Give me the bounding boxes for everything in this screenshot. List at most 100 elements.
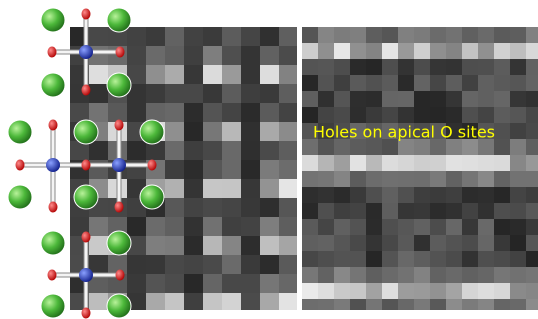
pixel: [526, 171, 538, 187]
green-atom: [140, 185, 164, 209]
pixel: [494, 219, 510, 235]
pixel: [366, 107, 382, 123]
pixel: [146, 274, 165, 293]
pixel: [222, 65, 241, 84]
pixel: [494, 187, 510, 203]
pixel: [184, 46, 203, 65]
oxygen-atom: [148, 160, 157, 171]
pixel: [302, 267, 318, 283]
pixel: [366, 43, 382, 59]
pixel: [526, 187, 538, 203]
pixel: [494, 171, 510, 187]
pixel: [510, 187, 526, 203]
pixel: [184, 65, 203, 84]
green-atom: [41, 8, 65, 32]
pixel: [260, 236, 279, 255]
pixel: [398, 283, 414, 299]
pixel: [510, 299, 526, 310]
pixel: [302, 283, 318, 299]
right-map: [302, 27, 538, 310]
pixel: [414, 107, 430, 123]
pixel: [414, 91, 430, 107]
pixel: [510, 267, 526, 283]
pixel: [318, 171, 334, 187]
pixel: [526, 251, 538, 267]
pixel: [494, 267, 510, 283]
pixel: [430, 75, 446, 91]
pixel: [430, 299, 446, 310]
pixel: [203, 236, 222, 255]
pixel: [398, 219, 414, 235]
pixel: [260, 217, 279, 236]
pixel: [462, 75, 478, 91]
pixel: [279, 84, 297, 103]
pixel: [146, 255, 165, 274]
pixel: [260, 179, 279, 198]
pixel: [184, 103, 203, 122]
pixel: [446, 251, 462, 267]
pixel: [430, 107, 446, 123]
pixel: [430, 235, 446, 251]
pixel: [350, 299, 366, 310]
pixel: [318, 59, 334, 75]
pixel: [260, 141, 279, 160]
pixel: [302, 251, 318, 267]
pixel: [494, 27, 510, 43]
pixel: [382, 107, 398, 123]
pixel: [334, 75, 350, 91]
oxygen-atom: [82, 160, 91, 171]
pixel: [279, 65, 297, 84]
pixel: [279, 46, 297, 65]
pixel: [526, 283, 538, 299]
pixel: [414, 75, 430, 91]
pixel: [241, 27, 260, 46]
pixel: [146, 46, 165, 65]
pixel: [89, 217, 108, 236]
pixel: [430, 267, 446, 283]
oxygen-atom: [48, 47, 57, 58]
pixel: [494, 283, 510, 299]
copper-atom: [46, 158, 60, 172]
figure: Holes on apical O sites: [0, 0, 538, 319]
pixel: [279, 217, 297, 236]
pixel: [334, 219, 350, 235]
pixel: [89, 84, 108, 103]
pixel: [414, 235, 430, 251]
pixel: [165, 255, 184, 274]
pixel: [462, 91, 478, 107]
oxygen-atom: [82, 308, 91, 319]
pixel: [89, 236, 108, 255]
pixel: [184, 255, 203, 274]
pixel: [203, 103, 222, 122]
pixel: [241, 179, 260, 198]
pixel: [478, 299, 494, 310]
pixel: [350, 43, 366, 59]
pixel: [222, 122, 241, 141]
pixel: [108, 103, 127, 122]
pixel: [260, 27, 279, 46]
pixel: [184, 217, 203, 236]
pixel: [89, 255, 108, 274]
page: {"annotation": "Holes on apical O sites"…: [0, 0, 538, 319]
pixel: [146, 65, 165, 84]
pixel: [279, 160, 297, 179]
pixel: [462, 203, 478, 219]
pixel: [334, 251, 350, 267]
pixel: [203, 27, 222, 46]
pixel: [350, 27, 366, 43]
oxygen-atom: [116, 47, 125, 58]
pixel: [184, 141, 203, 160]
pixel: [350, 107, 366, 123]
pixel: [510, 283, 526, 299]
pixel: [184, 236, 203, 255]
pixel: [430, 203, 446, 219]
copper-atom: [79, 268, 93, 282]
pixel: [510, 27, 526, 43]
pixel: [526, 299, 538, 310]
pixel: [302, 219, 318, 235]
pixel: [146, 236, 165, 255]
green-atom: [41, 231, 65, 255]
pixel: [478, 171, 494, 187]
pixel: [302, 171, 318, 187]
pixel: [127, 274, 146, 293]
